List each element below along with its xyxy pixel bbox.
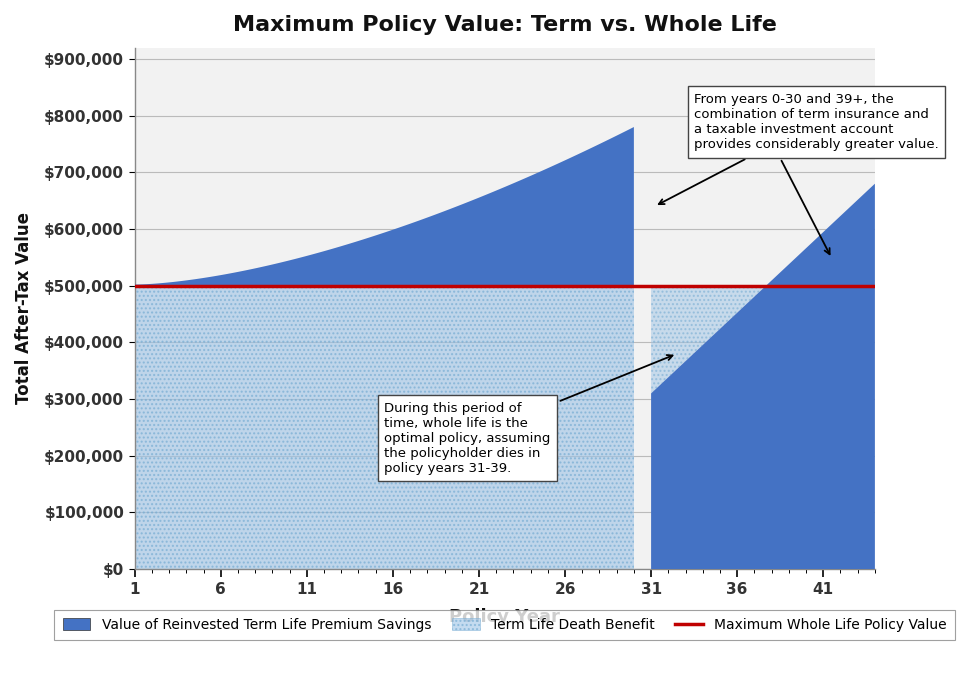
- Title: Maximum Policy Value: Term vs. Whole Life: Maximum Policy Value: Term vs. Whole Lif…: [233, 15, 777, 35]
- Text: During this period of
time, whole life is the
optimal policy, assuming
the polic: During this period of time, whole life i…: [384, 355, 672, 475]
- Y-axis label: Total After-Tax Value: Total After-Tax Value: [15, 212, 33, 405]
- Legend: Value of Reinvested Term Life Premium Savings, Term Life Death Benefit, Maximum : Value of Reinvested Term Life Premium Sa…: [54, 610, 955, 641]
- Text: From years 0-30 and 39+, the
combination of term insurance and
a taxable investm: From years 0-30 and 39+, the combination…: [659, 93, 939, 204]
- X-axis label: Policy Year: Policy Year: [449, 608, 560, 626]
